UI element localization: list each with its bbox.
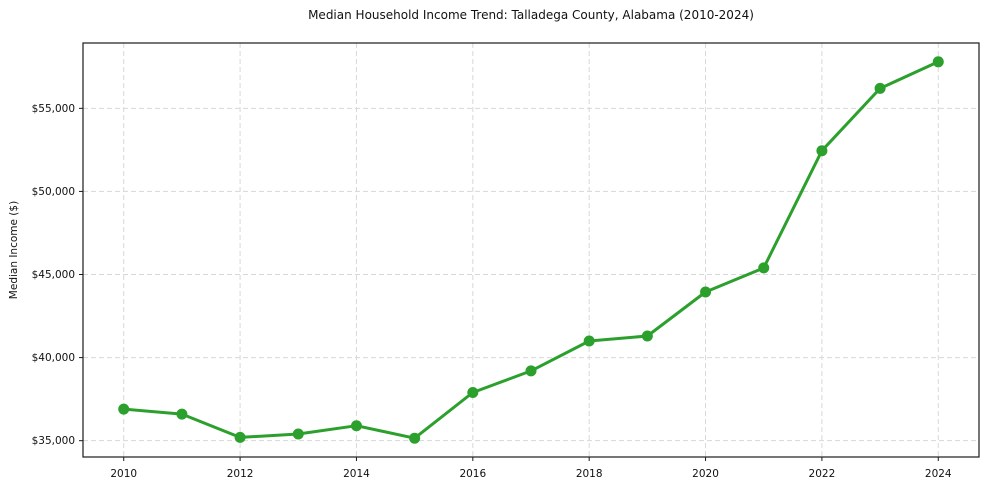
x-tick-label: 2014 — [343, 468, 370, 480]
data-point — [118, 403, 130, 415]
x-tick-label: 2024 — [925, 468, 952, 480]
y-tick-label: $55,000 — [32, 103, 75, 115]
data-point — [583, 335, 595, 347]
chart-title: Median Household Income Trend: Talladega… — [308, 8, 754, 22]
y-tick-label: $50,000 — [32, 186, 75, 198]
x-tick-label: 2020 — [692, 468, 719, 480]
x-tick-label: 2010 — [110, 468, 137, 480]
data-point — [350, 420, 362, 432]
data-point — [409, 432, 421, 444]
plot-border — [82, 42, 980, 458]
x-tick-label: 2018 — [576, 468, 603, 480]
data-point — [641, 330, 653, 342]
data-point — [292, 428, 304, 440]
data-point — [700, 286, 712, 298]
data-point — [176, 408, 188, 420]
data-point — [234, 431, 246, 443]
y-tick-label: $45,000 — [32, 269, 75, 281]
x-tick-label: 2016 — [459, 468, 486, 480]
data-point — [758, 262, 770, 274]
data-point — [932, 56, 944, 68]
x-tick-label: 2022 — [809, 468, 836, 480]
y-tick-label: $35,000 — [32, 435, 75, 447]
x-tick-label: 2012 — [227, 468, 254, 480]
data-point — [874, 82, 886, 94]
data-point — [467, 386, 479, 398]
data-point — [525, 365, 537, 377]
data-point — [816, 145, 828, 157]
y-tick-label: $40,000 — [32, 352, 75, 364]
trend-line — [122, 60, 940, 440]
